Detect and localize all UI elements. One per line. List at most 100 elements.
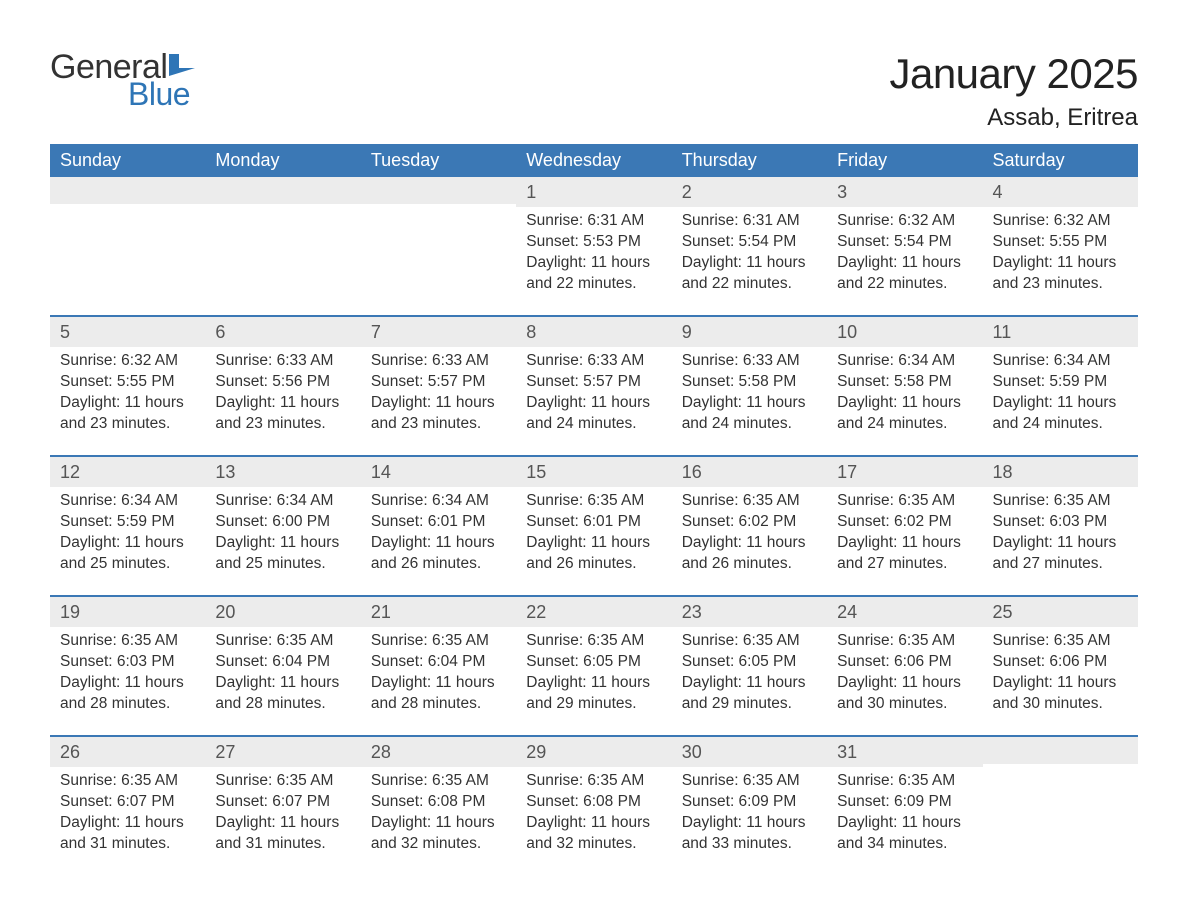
sunset-text: Sunset: 6:02 PM <box>682 512 817 533</box>
day-cell: 3Sunrise: 6:32 AMSunset: 5:54 PMDaylight… <box>827 177 982 315</box>
daylight-text: and 25 minutes. <box>60 554 195 575</box>
sunrise-text: Sunrise: 6:35 AM <box>837 771 972 792</box>
daylight-text: Daylight: 11 hours <box>371 673 506 694</box>
day-cell: 16Sunrise: 6:35 AMSunset: 6:02 PMDayligh… <box>672 457 827 595</box>
sunset-text: Sunset: 5:54 PM <box>682 232 817 253</box>
sunset-text: Sunset: 5:55 PM <box>993 232 1128 253</box>
day-number <box>983 737 1138 764</box>
daylight-text: Daylight: 11 hours <box>60 393 195 414</box>
weekday-header-cell: Monday <box>205 144 360 177</box>
logo-text-blue: Blue <box>128 78 199 110</box>
sunrise-text: Sunrise: 6:35 AM <box>526 631 661 652</box>
day-number: 4 <box>983 177 1138 207</box>
day-cell: 14 Sunrise: 6:34 AMSunset: 6:01 PMDayligh… <box>361 457 516 595</box>
logo: General Blue <box>50 50 199 110</box>
day-number: 17 <box>827 457 982 487</box>
daylight-text: Daylight: 11 hours <box>682 253 817 274</box>
day-body: Sunrise: 6:35 AMSunset: 6:01 PMDaylight:… <box>516 491 671 575</box>
day-body: Sunrise: 6:33 AMSunset: 5:56 PMDaylight:… <box>205 351 360 435</box>
day-number <box>205 177 360 204</box>
daylight-text: and 27 minutes. <box>837 554 972 575</box>
day-cell: 1Sunrise: 6:31 AMSunset: 5:53 PMDaylight… <box>516 177 671 315</box>
daylight-text: and 23 minutes. <box>993 274 1128 295</box>
day-number: 19 <box>50 597 205 627</box>
day-cell: 25Sunrise: 6:35 AMSunset: 6:06 PMDayligh… <box>983 597 1138 735</box>
day-body: Sunrise: 6:34 AMSunset: 6:00 PMDaylight:… <box>205 491 360 575</box>
daylight-text: and 22 minutes. <box>837 274 972 295</box>
day-body: Sunrise: 6:35 AMSunset: 6:05 PMDaylight:… <box>516 631 671 715</box>
sunset-text: Sunset: 5:55 PM <box>60 372 195 393</box>
day-number: 13 <box>205 457 360 487</box>
day-cell: 26Sunrise: 6:35 AMSunset: 6:07 PMDayligh… <box>50 737 205 875</box>
day-number: 2 <box>672 177 827 207</box>
daylight-text: and 31 minutes. <box>215 834 350 855</box>
daylight-text: Daylight: 11 hours <box>526 533 661 554</box>
day-cell: 4 Sunrise: 6:32 AMSunset: 5:55 PMDaylight… <box>983 177 1138 315</box>
day-body: Sunrise: 6:32 AMSunset: 5:55 PMDaylight:… <box>983 211 1138 295</box>
weekday-header-cell: Saturday <box>983 144 1138 177</box>
day-number: 15 <box>516 457 671 487</box>
day-number: 18 <box>983 457 1138 487</box>
sunset-text: Sunset: 6:00 PM <box>215 512 350 533</box>
sunset-text: Sunset: 6:09 PM <box>837 792 972 813</box>
day-body: Sunrise: 6:34 AMSunset: 5:59 PMDaylight:… <box>983 351 1138 435</box>
day-body: Sunrise: 6:35 AMSunset: 6:06 PMDaylight:… <box>983 631 1138 715</box>
day-number: 10 <box>827 317 982 347</box>
daylight-text: Daylight: 11 hours <box>837 533 972 554</box>
day-cell: 9Sunrise: 6:33 AMSunset: 5:58 PMDaylight… <box>672 317 827 455</box>
day-body: Sunrise: 6:35 AMSunset: 6:08 PMDaylight:… <box>516 771 671 855</box>
day-body: Sunrise: 6:35 AMSunset: 6:09 PMDaylight:… <box>672 771 827 855</box>
sunset-text: Sunset: 6:06 PM <box>837 652 972 673</box>
day-body: Sunrise: 6:35 AMSunset: 6:06 PMDaylight:… <box>827 631 982 715</box>
daylight-text: Daylight: 11 hours <box>60 533 195 554</box>
sunrise-text: Sunrise: 6:35 AM <box>60 771 195 792</box>
daylight-text: Daylight: 11 hours <box>682 393 817 414</box>
sunrise-text: Sunrise: 6:35 AM <box>993 491 1128 512</box>
day-body: Sunrise: 6:34 AMSunset: 6:01 PMDaylight:… <box>361 491 516 575</box>
weekday-header-row: SundayMondayTuesdayWednesdayThursdayFrid… <box>50 144 1138 177</box>
daylight-text: and 22 minutes. <box>682 274 817 295</box>
daylight-text: and 32 minutes. <box>371 834 506 855</box>
day-number: 14 <box>361 457 516 487</box>
sunset-text: Sunset: 6:06 PM <box>993 652 1128 673</box>
day-cell: 29 Sunrise: 6:35 AMSunset: 6:08 PMDayligh… <box>516 737 671 875</box>
sunrise-text: Sunrise: 6:34 AM <box>371 491 506 512</box>
daylight-text: Daylight: 11 hours <box>215 673 350 694</box>
daylight-text: and 24 minutes. <box>682 414 817 435</box>
daylight-text: Daylight: 11 hours <box>371 393 506 414</box>
sunrise-text: Sunrise: 6:34 AM <box>215 491 350 512</box>
day-body: Sunrise: 6:35 AMSunset: 6:05 PMDaylight:… <box>672 631 827 715</box>
day-cell: 27 Sunrise: 6:35 AMSunset: 6:07 PMDayligh… <box>205 737 360 875</box>
sunset-text: Sunset: 6:09 PM <box>682 792 817 813</box>
sunset-text: Sunset: 6:04 PM <box>371 652 506 673</box>
day-number: 29 <box>516 737 671 767</box>
daylight-text: and 28 minutes. <box>371 694 506 715</box>
sunrise-text: Sunrise: 6:33 AM <box>682 351 817 372</box>
daylight-text: Daylight: 11 hours <box>682 813 817 834</box>
daylight-text: and 24 minutes. <box>526 414 661 435</box>
daylight-text: and 29 minutes. <box>526 694 661 715</box>
day-number: 27 <box>205 737 360 767</box>
calendar: SundayMondayTuesdayWednesdayThursdayFrid… <box>50 144 1138 875</box>
day-cell: 20Sunrise: 6:35 AMSunset: 6:04 PMDayligh… <box>205 597 360 735</box>
daylight-text: and 23 minutes. <box>60 414 195 435</box>
daylight-text: and 23 minutes. <box>215 414 350 435</box>
sunrise-text: Sunrise: 6:35 AM <box>682 491 817 512</box>
day-body: Sunrise: 6:35 AMSunset: 6:07 PMDaylight:… <box>205 771 360 855</box>
day-number <box>50 177 205 204</box>
sunset-text: Sunset: 5:57 PM <box>526 372 661 393</box>
day-number: 21 <box>361 597 516 627</box>
day-number: 23 <box>672 597 827 627</box>
day-cell: 5Sunrise: 6:32 AMSunset: 5:55 PMDaylight… <box>50 317 205 455</box>
day-number: 11 <box>983 317 1138 347</box>
day-cell: 31Sunrise: 6:35 AMSunset: 6:09 PMDayligh… <box>827 737 982 875</box>
day-body: Sunrise: 6:35 AMSunset: 6:04 PMDaylight:… <box>361 631 516 715</box>
daylight-text: and 33 minutes. <box>682 834 817 855</box>
sunset-text: Sunset: 6:08 PM <box>526 792 661 813</box>
sunrise-text: Sunrise: 6:34 AM <box>837 351 972 372</box>
daylight-text: and 24 minutes. <box>993 414 1128 435</box>
day-number <box>361 177 516 204</box>
daylight-text: Daylight: 11 hours <box>526 393 661 414</box>
day-body: Sunrise: 6:35 AMSunset: 6:02 PMDaylight:… <box>672 491 827 575</box>
sunrise-text: Sunrise: 6:35 AM <box>371 771 506 792</box>
